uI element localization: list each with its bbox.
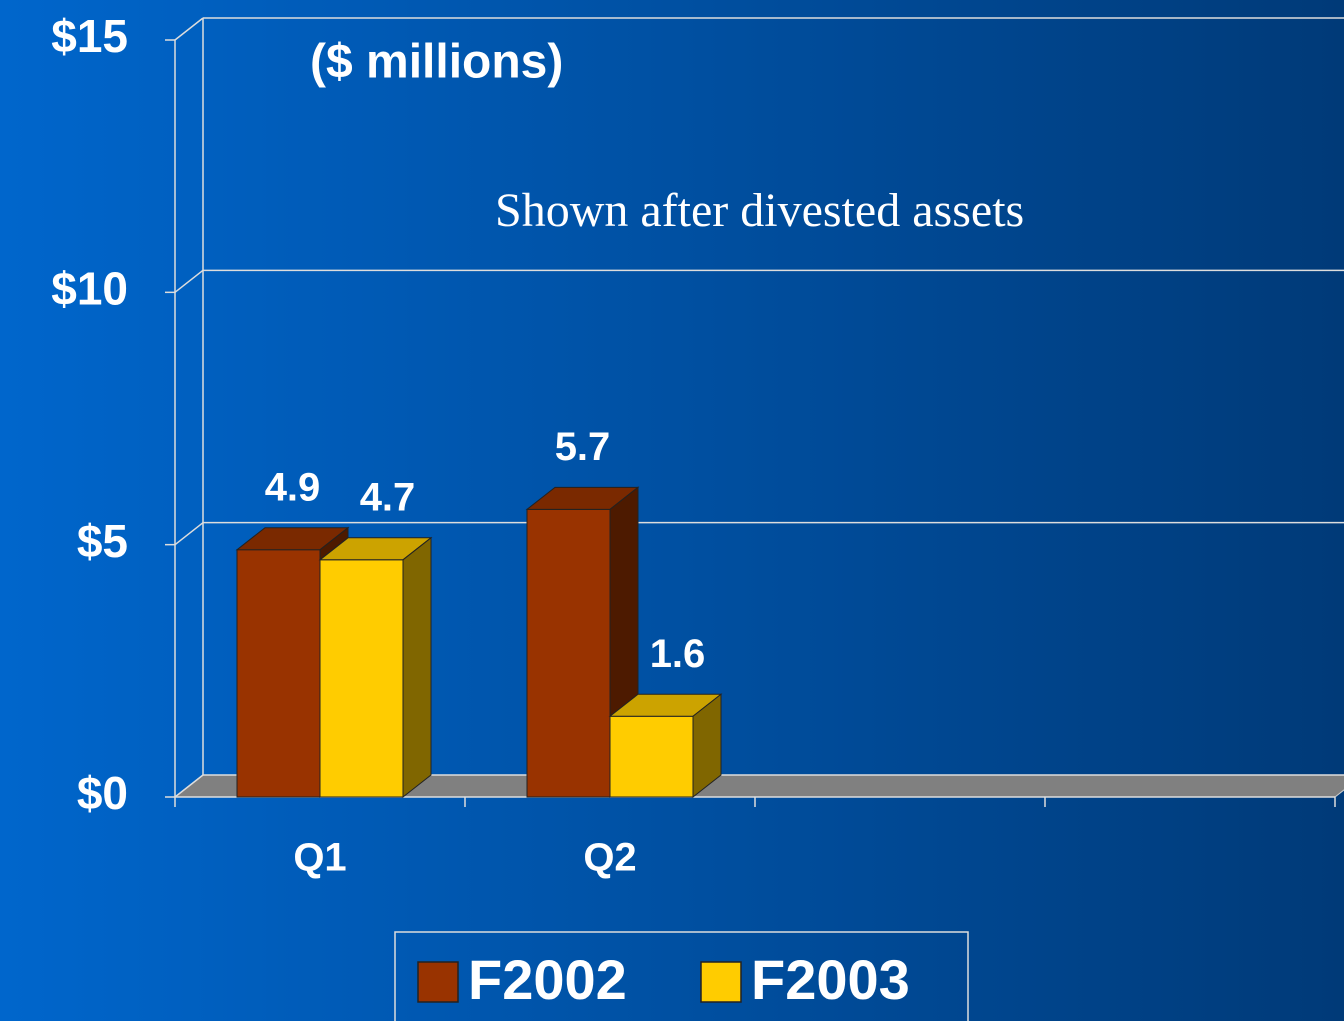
bar-front [236, 549, 321, 798]
grid-line [174, 269, 204, 293]
y-tick-label: $10 [51, 262, 128, 314]
legend-swatch [417, 961, 459, 1003]
legend-swatch [700, 961, 742, 1003]
bar-front [319, 559, 404, 798]
annotation: Shown after divested assets [495, 184, 1024, 237]
bar-front [526, 508, 611, 798]
legend-label: F2002 [468, 948, 627, 1011]
legend: F2002 F2003 [417, 948, 910, 1011]
y-tick-label: $0 [77, 767, 128, 819]
grid-line [174, 522, 204, 546]
value-label: 5.7 [555, 425, 611, 469]
bar-side [692, 693, 722, 799]
bar-front [609, 715, 694, 798]
bar [525, 486, 640, 799]
legend-label: F2003 [751, 948, 910, 1011]
chart-title: ($ millions) [310, 36, 563, 89]
grid-line [174, 774, 204, 798]
x-tick-label: Q1 [293, 836, 346, 880]
value-label: 1.6 [650, 632, 706, 676]
bar-side [402, 536, 432, 799]
x-tick-label: Q2 [583, 836, 636, 880]
bar [318, 536, 433, 799]
y-tick-label: $5 [77, 515, 128, 567]
y-tick-label: $15 [51, 10, 128, 62]
grid-line [174, 17, 204, 41]
bar [608, 693, 723, 799]
value-label: 4.9 [265, 465, 321, 509]
value-label: 4.7 [360, 475, 416, 519]
legend-box [394, 931, 969, 1021]
